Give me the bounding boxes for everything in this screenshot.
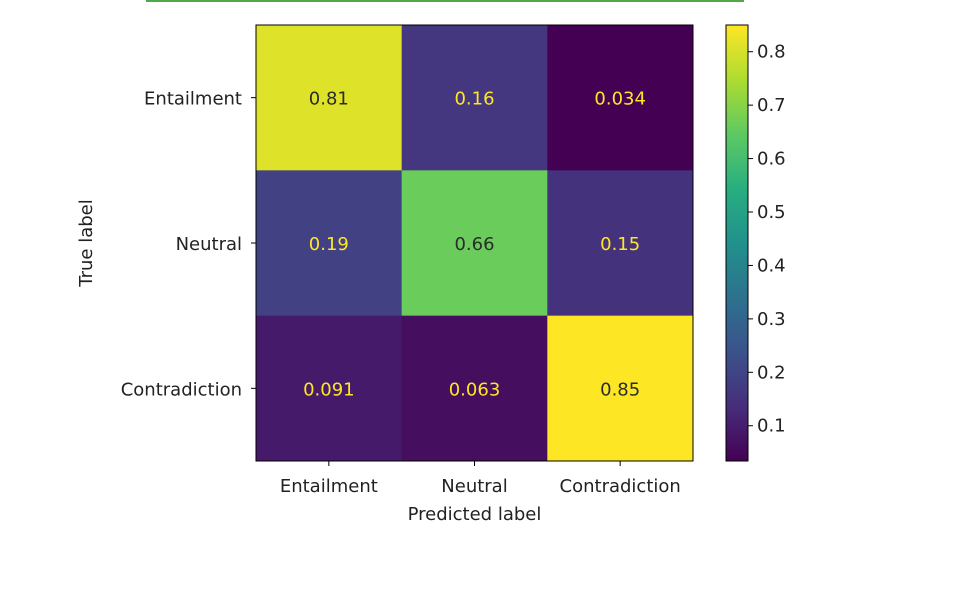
- cell-2-1: [401, 315, 548, 462]
- y-tick-label: Entailment: [144, 89, 242, 110]
- cell-label-2-1: 0.063: [449, 379, 501, 400]
- y-tick-label: Contradiction: [121, 379, 242, 400]
- colorbar: [725, 24, 749, 462]
- cell-2-2: [547, 315, 694, 462]
- colorbar-tick-label: 0.4: [757, 255, 786, 276]
- colorbar-tick-label: 0.5: [757, 202, 786, 223]
- cell-label-0-0: 0.81: [309, 89, 349, 110]
- x-tick-label: Neutral: [441, 476, 507, 497]
- cell-label-1-0: 0.19: [309, 234, 349, 255]
- colorbar-tick-label: 0.1: [757, 416, 786, 437]
- x-tick-label: Entailment: [280, 476, 378, 497]
- top-divider-line: [146, 0, 744, 2]
- cell-0-0: [256, 25, 403, 171]
- x-tick-label: Contradiction: [560, 476, 681, 497]
- y-axis: Entailment Neutral Contradiction: [121, 89, 256, 400]
- colorbar-tick-label: 0.8: [757, 42, 786, 63]
- colorbar-ticks: 0.1 0.2 0.3 0.4 0.5 0.6 0.7 0.8: [748, 42, 786, 437]
- cell-label-0-1: 0.16: [454, 89, 494, 110]
- colorbar-tick-label: 0.7: [757, 95, 786, 116]
- cell-1-0: [256, 170, 403, 317]
- y-axis-label: True label: [76, 199, 97, 288]
- cell-label-1-1: 0.66: [454, 234, 494, 255]
- colorbar-tick-label: 0.6: [757, 149, 786, 170]
- matrix-cells: 0.81 0.16 0.034 0.19 0.66 0.15 0.091 0.063 0.85: [256, 25, 694, 462]
- cell-0-1: [401, 25, 548, 171]
- cell-label-2-0: 0.091: [303, 379, 355, 400]
- cell-0-2: [547, 25, 694, 171]
- x-axis: Entailment Neutral Contradiction: [280, 461, 681, 497]
- cell-label-2-2: 0.85: [600, 379, 640, 400]
- cell-label-1-2: 0.15: [600, 234, 640, 255]
- cell-1-2: [547, 170, 694, 317]
- cell-label-0-2: 0.034: [594, 89, 646, 110]
- colorbar-tick-label: 0.3: [757, 309, 786, 330]
- y-tick-label: Neutral: [176, 234, 242, 255]
- colorbar-tick-label: 0.2: [757, 362, 786, 383]
- cell-2-0: [256, 315, 403, 462]
- x-axis-label: Predicted label: [408, 504, 542, 525]
- cell-1-1: [401, 170, 548, 317]
